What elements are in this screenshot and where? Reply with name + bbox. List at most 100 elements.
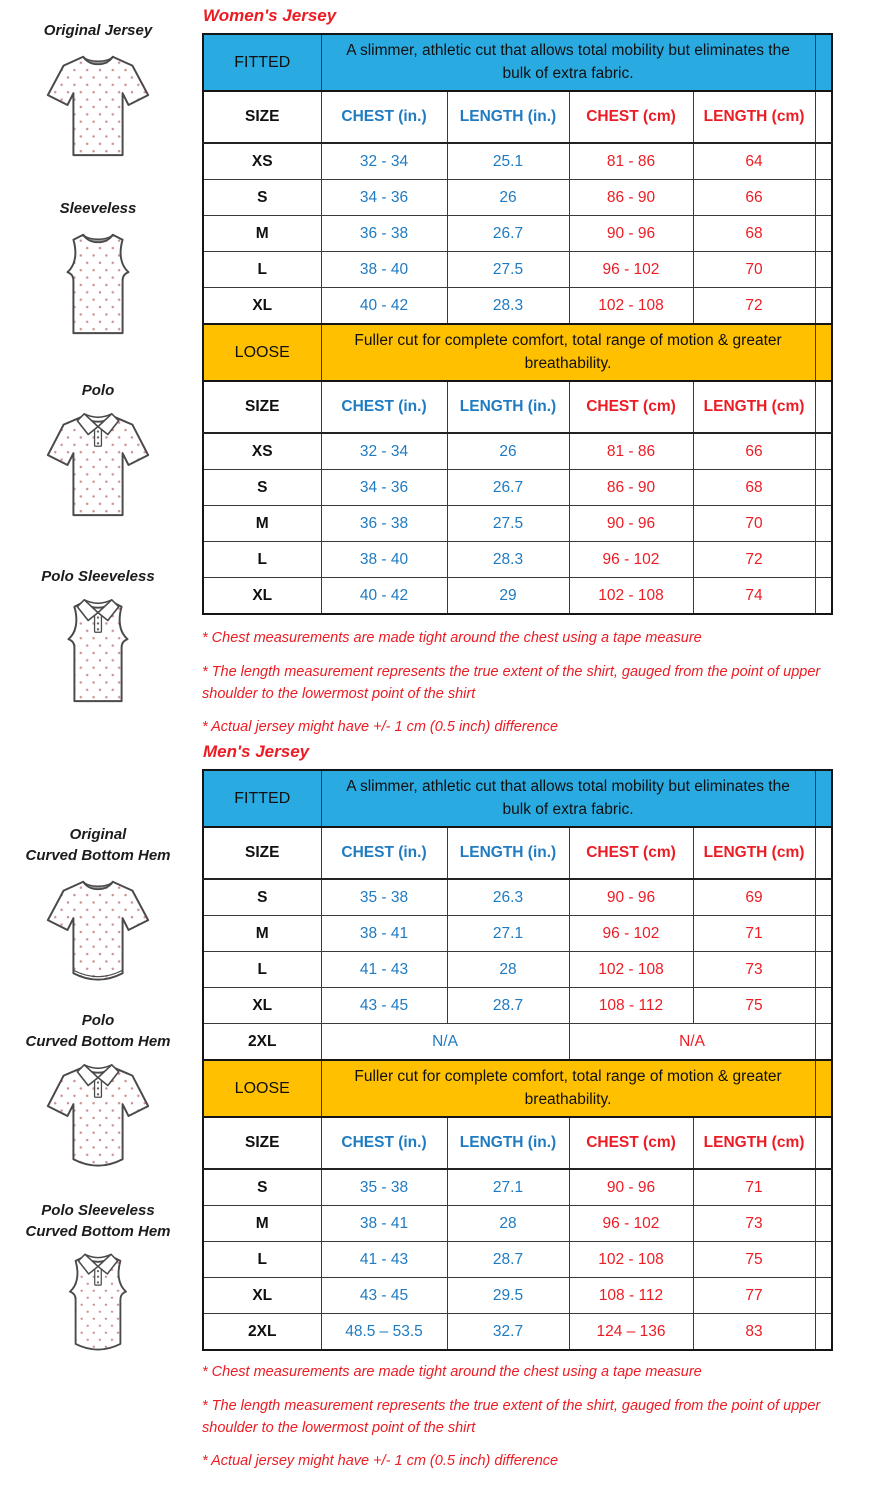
- womens-footnotes: * Chest measurements are made tight arou…: [202, 628, 854, 751]
- table-row: XS 32 - 34 25.1 81 - 86 64: [202, 142, 833, 180]
- womens-size-table: FITTED A slimmer, athletic cut that allo…: [202, 33, 834, 615]
- cell: 102 - 108: [568, 951, 694, 988]
- cell: 102 - 108: [568, 287, 694, 325]
- cell: 29: [446, 577, 570, 615]
- cell: 43 - 45: [320, 987, 448, 1024]
- sliver-cell: [814, 1241, 833, 1278]
- cell: 35 - 38: [320, 878, 448, 916]
- na-cell-inches: N/A: [320, 1023, 570, 1061]
- table-row: XS 32 - 34 26 81 - 86 66: [202, 432, 833, 470]
- cell: 96 - 102: [568, 1205, 694, 1242]
- na-cell-cm: N/A: [568, 1023, 816, 1061]
- cell: 32.7: [446, 1313, 570, 1351]
- figure-original-curved: Original Curved Bottom Hem: [0, 824, 196, 987]
- cell: 27.5: [446, 251, 570, 288]
- cell: 34 - 36: [320, 469, 448, 506]
- loose-band-label: LOOSE: [202, 323, 322, 382]
- cell: 81 - 86: [568, 432, 694, 470]
- cell: 26: [446, 432, 570, 470]
- sliver-cell: [814, 469, 833, 506]
- size-cell: 2XL: [202, 1313, 322, 1351]
- column-header-size: SIZE: [202, 826, 322, 880]
- column-header-row: SIZE CHEST (in.) LENGTH (in.) CHEST (cm)…: [202, 1116, 833, 1170]
- column-header-length-cm: LENGTH (cm): [692, 1116, 816, 1170]
- size-cell: M: [202, 915, 322, 952]
- sliver-cell: [814, 915, 833, 952]
- cell: 96 - 102: [568, 915, 694, 952]
- cell: 36 - 38: [320, 505, 448, 542]
- polo-curved-hem-illustration: [46, 1064, 150, 1167]
- table-row: XL 43 - 45 29.5 108 - 112 77: [202, 1277, 833, 1314]
- column-header-chest-in: CHEST (in.): [320, 826, 448, 880]
- size-cell: XL: [202, 577, 322, 615]
- cell: 96 - 102: [568, 541, 694, 578]
- sliver-cell: [814, 987, 833, 1024]
- size-cell: XL: [202, 987, 322, 1024]
- mens-footnotes: * Chest measurements are made tight arou…: [202, 1362, 854, 1485]
- loose-band-description: Fuller cut for complete comfort, total r…: [320, 323, 816, 382]
- cell: 28: [446, 951, 570, 988]
- cell: 90 - 96: [568, 878, 694, 916]
- sliver-cell: [814, 432, 833, 470]
- sliver-cell: [814, 1059, 833, 1118]
- size-cell: XL: [202, 1277, 322, 1314]
- cell: 124 – 136: [568, 1313, 694, 1351]
- column-header-chest-in: CHEST (in.): [320, 1116, 448, 1170]
- cell: 38 - 40: [320, 251, 448, 288]
- table-row-2xl-na: 2XL N/A N/A: [202, 1023, 833, 1061]
- loose-band-label: LOOSE: [202, 1059, 322, 1118]
- cell: 102 - 108: [568, 1241, 694, 1278]
- size-cell: XL: [202, 287, 322, 325]
- cell: 48.5 – 53.5: [320, 1313, 448, 1351]
- cell: 86 - 90: [568, 179, 694, 216]
- column-header-row: SIZE CHEST (in.) LENGTH (in.) CHEST (cm)…: [202, 380, 833, 434]
- illustration-label: Polo: [81, 382, 115, 399]
- sliver-cell: [814, 1116, 833, 1170]
- cell: 26: [446, 179, 570, 216]
- table-row: S 35 - 38 27.1 90 - 96 71: [202, 1168, 833, 1206]
- column-header-length-in: LENGTH (in.): [446, 90, 570, 144]
- column-header-length-cm: LENGTH (cm): [692, 380, 816, 434]
- illustration-label: Original Jersey: [43, 22, 153, 39]
- cell: 43 - 45: [320, 1277, 448, 1314]
- size-cell: 2XL: [202, 1023, 322, 1061]
- size-cell: M: [202, 1205, 322, 1242]
- footnote: * The length measurement represents the …: [202, 1397, 821, 1436]
- cell: 27.1: [446, 915, 570, 952]
- column-header-chest-cm: CHEST (cm): [568, 380, 694, 434]
- illustration-label: Original: [69, 826, 127, 843]
- sliver-cell: [814, 142, 833, 180]
- sliver-cell: [814, 951, 833, 988]
- cell: 72: [692, 287, 816, 325]
- cell: 71: [692, 1168, 816, 1206]
- column-header-row: SIZE CHEST (in.) LENGTH (in.) CHEST (cm)…: [202, 826, 833, 880]
- fitted-band-description: A slimmer, athletic cut that allows tota…: [320, 769, 816, 828]
- cell: 41 - 43: [320, 1241, 448, 1278]
- cell: 38 - 41: [320, 1205, 448, 1242]
- loose-band-row: LOOSE Fuller cut for complete comfort, t…: [202, 323, 833, 382]
- sliver-cell: [814, 878, 833, 916]
- cell: 73: [692, 1205, 816, 1242]
- column-header-size: SIZE: [202, 380, 322, 434]
- sliver-cell: [814, 1023, 833, 1061]
- illustration-label: Curved Bottom Hem: [25, 1033, 171, 1050]
- footnote: * Chest measurements are made tight arou…: [202, 630, 702, 646]
- column-header-row: SIZE CHEST (in.) LENGTH (in.) CHEST (cm)…: [202, 90, 833, 144]
- table-row: L 38 - 40 28.3 96 - 102 72: [202, 541, 833, 578]
- table-row: S 34 - 36 26.7 86 - 90 68: [202, 469, 833, 506]
- cell: 28: [446, 1205, 570, 1242]
- cell: 69: [692, 878, 816, 916]
- cell: 32 - 34: [320, 432, 448, 470]
- table-row: M 36 - 38 26.7 90 - 96 68: [202, 215, 833, 252]
- cell: 108 - 112: [568, 1277, 694, 1314]
- column-header-chest-in: CHEST (in.): [320, 90, 448, 144]
- table-row: M 36 - 38 27.5 90 - 96 70: [202, 505, 833, 542]
- sliver-cell: [814, 90, 833, 144]
- sliver-cell: [814, 251, 833, 288]
- figure-polo-sleeveless-curved: Polo Sleeveless Curved Bottom Hem: [0, 1200, 196, 1357]
- cell: 74: [692, 577, 816, 615]
- sliver-cell: [814, 1205, 833, 1242]
- size-cell: XS: [202, 432, 322, 470]
- column-header-size: SIZE: [202, 1116, 322, 1170]
- table-row: L 41 - 43 28 102 - 108 73: [202, 951, 833, 988]
